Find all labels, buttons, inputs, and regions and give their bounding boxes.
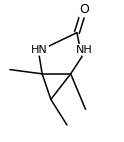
Text: HN: HN: [31, 45, 48, 55]
Text: O: O: [79, 3, 89, 16]
Text: NH: NH: [76, 45, 93, 55]
